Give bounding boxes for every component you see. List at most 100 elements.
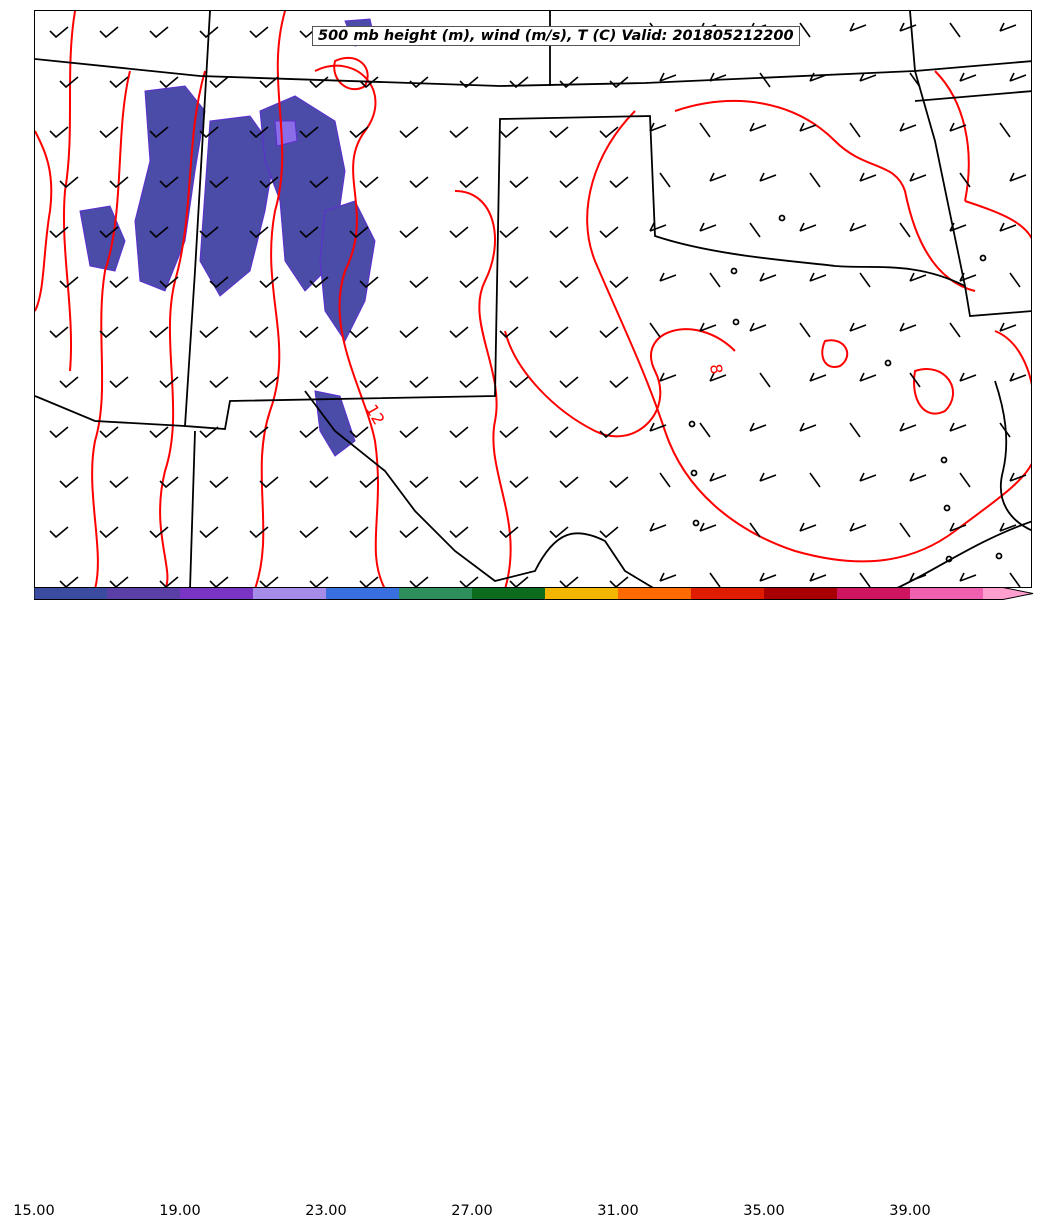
calm-marker	[884, 359, 892, 367]
shading-region	[274, 120, 298, 147]
temperature-contour	[159, 70, 206, 587]
wind-barb	[649, 422, 667, 432]
colorbar-segment	[545, 587, 619, 600]
wind-barb	[199, 526, 219, 539]
border-line	[35, 395, 186, 427]
wind-barb	[59, 276, 79, 289]
wind-barb	[659, 472, 671, 488]
wind-barb	[399, 426, 419, 439]
calm-wind-markers	[688, 214, 1003, 563]
wind-barb	[559, 276, 579, 289]
weather-map: 8 12	[35, 11, 1031, 587]
wind-barb	[799, 522, 817, 532]
wind-barb	[849, 122, 861, 138]
wind-barb	[59, 476, 79, 489]
wind-barb	[99, 26, 119, 39]
wind-barb	[749, 322, 767, 332]
shading-region	[319, 200, 376, 342]
wind-barb	[1009, 372, 1027, 382]
wind-barb	[949, 22, 961, 38]
wind-barb	[699, 522, 717, 532]
wind-barb	[259, 376, 279, 389]
wind-barb	[709, 372, 727, 382]
border-line	[914, 90, 1031, 102]
wind-barb	[49, 226, 69, 239]
wind-barb	[609, 276, 629, 289]
wind-barb	[309, 576, 329, 587]
wind-barb	[259, 476, 279, 489]
wind-barb	[609, 376, 629, 389]
wind-barb	[949, 222, 967, 232]
wind-barb	[309, 476, 329, 489]
wind-barb	[459, 476, 479, 489]
wind-barb	[609, 476, 629, 489]
wind-barb	[49, 326, 69, 339]
colorbar-segment	[472, 587, 546, 600]
temperature-contour	[994, 330, 1031, 386]
wind-barb	[309, 276, 329, 289]
wind-barb	[459, 576, 479, 587]
wind-barb	[349, 126, 369, 139]
temperature-contour	[821, 339, 849, 368]
wind-barb	[259, 176, 279, 189]
wind-barb	[499, 126, 519, 139]
wind-barb	[509, 376, 529, 389]
wind-barb	[199, 126, 219, 139]
wind-barb	[699, 422, 711, 438]
wind-barb	[899, 522, 911, 538]
wind-barb	[449, 326, 469, 339]
wind-barb	[809, 272, 827, 282]
wind-barb	[909, 272, 927, 282]
wind-barb	[659, 72, 677, 82]
wind-barb	[209, 276, 229, 289]
wind-barb	[359, 576, 379, 587]
wind-barb	[359, 176, 379, 189]
wind-barb	[249, 26, 269, 39]
wind-barb	[949, 422, 967, 432]
wind-barb	[1009, 172, 1027, 182]
wind-barb	[809, 572, 827, 582]
wind-barb	[909, 172, 927, 182]
wind-barb	[1009, 272, 1021, 288]
wind-barb	[609, 176, 629, 189]
wind-barb	[509, 576, 529, 587]
colorbar-segment	[691, 587, 765, 600]
wind-barb	[599, 326, 619, 339]
wind-barb	[299, 426, 319, 439]
temperature-contour	[964, 200, 1031, 240]
border-line	[304, 390, 654, 587]
wind-barb	[59, 576, 79, 587]
wind-barb	[99, 526, 119, 539]
wind-barb	[449, 226, 469, 239]
wind-barb	[609, 76, 629, 89]
wind-barb	[49, 426, 69, 439]
wind-barb	[109, 276, 129, 289]
wind-barb	[959, 172, 971, 188]
colorbar-segment	[326, 587, 400, 600]
wind-barb	[199, 226, 219, 239]
colorbar-tick: 15.00	[13, 1203, 55, 1219]
wind-barb	[299, 126, 319, 139]
wind-barb	[259, 576, 279, 587]
wind-barb	[709, 572, 721, 587]
wind-barb	[899, 422, 917, 432]
colorbar-segment	[253, 587, 327, 600]
calm-marker	[778, 214, 786, 222]
temperature-contour	[586, 110, 1031, 563]
colorbar-tick: 31.00	[597, 1203, 639, 1219]
wind-barb	[549, 126, 569, 139]
wind-barb	[159, 576, 179, 587]
wind-barb	[559, 476, 579, 489]
map-title: 500 mb height (m), wind (m/s), T (C) Val…	[312, 26, 800, 46]
calm-marker	[690, 469, 698, 477]
wind-barb	[559, 576, 579, 587]
wind-barb	[299, 526, 319, 539]
wind-barb	[959, 572, 977, 582]
wind-barb	[699, 322, 717, 332]
wind-barb	[349, 526, 369, 539]
wind-barb	[649, 322, 661, 338]
wind-barb	[999, 22, 1017, 32]
wind-barb	[399, 326, 419, 339]
wind-barb	[349, 326, 369, 339]
wind-barb	[349, 426, 369, 439]
